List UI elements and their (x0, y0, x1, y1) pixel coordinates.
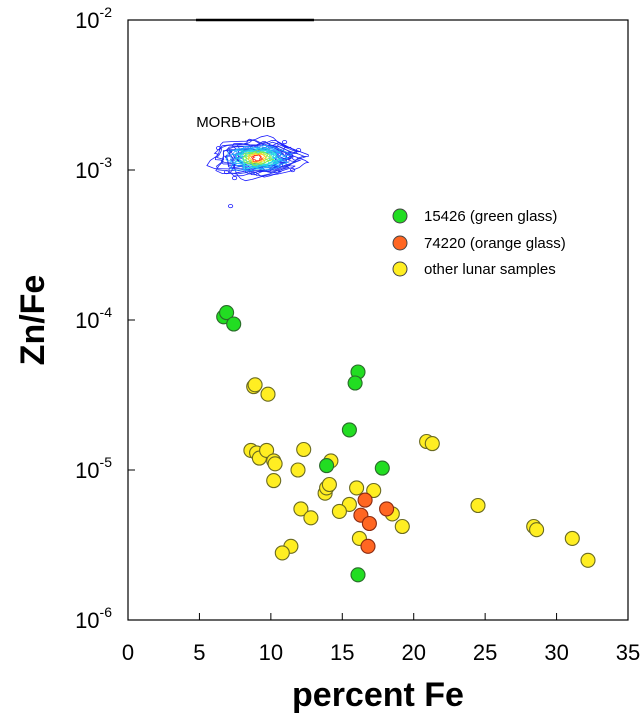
density-contour (246, 151, 271, 165)
y-tick-label: 10-6 (75, 604, 112, 633)
density-contour (225, 145, 292, 171)
density-contour-island (223, 170, 230, 175)
x-tick-label: 10 (259, 640, 283, 665)
point-other (259, 442, 275, 458)
point-other (470, 497, 486, 514)
point-other (267, 456, 283, 472)
legend-marker-green-glass (392, 208, 408, 224)
density-contour-island (227, 204, 234, 209)
x-tick-label: 20 (401, 640, 425, 665)
point-other (247, 377, 263, 393)
legend: 15426 (green glass) 74220 (orange glass)… (392, 208, 566, 278)
legend-marker-orange-glass (392, 235, 408, 251)
x-tick-label: 25 (473, 640, 497, 665)
y-tick-label: 10-5 (75, 454, 112, 483)
x-tick-label: 15 (330, 640, 354, 665)
density-contour (234, 147, 282, 169)
density-contour-island (289, 168, 296, 173)
density-contour-island (231, 176, 238, 181)
point-74220 (357, 492, 373, 508)
point-other (296, 441, 312, 458)
point-74220 (360, 538, 376, 554)
density-contour-island (215, 146, 222, 151)
point-15426 (226, 316, 242, 332)
point-15426 (374, 460, 390, 476)
point-15426 (341, 422, 357, 438)
density-contour (220, 141, 299, 175)
point-15426 (219, 305, 235, 321)
morb-oib-density-contours (206, 135, 310, 209)
legend-marker-other-lunar (392, 261, 408, 277)
y-axis-ticks: 10-6 10-5 10-4 10-3 10-2 (75, 4, 135, 633)
point-other (424, 436, 440, 452)
point-other (266, 473, 282, 489)
point-other (260, 386, 276, 402)
y-tick-label: 10-2 (75, 4, 112, 33)
density-contour-island (295, 148, 302, 153)
point-other (394, 518, 410, 535)
point-other (529, 522, 545, 538)
point-other (366, 482, 382, 499)
point-other (564, 530, 580, 546)
morb-oib-annotation: MORB+OIB (196, 114, 276, 131)
x-axis-title: percent Fe (292, 676, 464, 714)
legend-label-other-lunar: other lunar samples (424, 261, 556, 278)
density-contour (252, 154, 264, 162)
point-other (290, 462, 306, 478)
legend-label-orange-glass: 74220 (orange glass) (424, 235, 566, 252)
point-other (580, 552, 596, 568)
density-contour (215, 138, 309, 178)
data-points (216, 305, 596, 583)
y-axis-title: Zn/Fe (14, 275, 52, 366)
x-tick-label: 0 (122, 640, 134, 665)
point-other (293, 501, 309, 517)
point-other (331, 503, 347, 519)
density-contour-island (281, 140, 288, 145)
density-contour (248, 153, 266, 164)
legend-label-green-glass: 15426 (green glass) (424, 208, 557, 225)
x-tick-label: 35 (616, 640, 640, 665)
y-tick-label: 10-3 (75, 154, 112, 183)
point-other (303, 510, 319, 526)
point-15426 (319, 458, 335, 474)
point-74220 (379, 501, 395, 517)
point-74220 (361, 515, 377, 532)
point-15426 (347, 375, 363, 391)
point-15426 (350, 567, 366, 583)
point-other (274, 545, 290, 561)
point-other (321, 476, 337, 493)
density-contour (223, 141, 301, 176)
x-tick-label: 5 (193, 640, 205, 665)
density-contour (229, 144, 289, 172)
density-contour (235, 147, 280, 170)
density-contour (238, 148, 285, 169)
density-contour (221, 139, 299, 177)
x-axis-ticks: 0 5 10 15 20 25 30 35 (122, 613, 640, 665)
x-tick-label: 30 (544, 640, 568, 665)
y-tick-label: 10-4 (75, 304, 112, 333)
point-other (349, 480, 365, 496)
